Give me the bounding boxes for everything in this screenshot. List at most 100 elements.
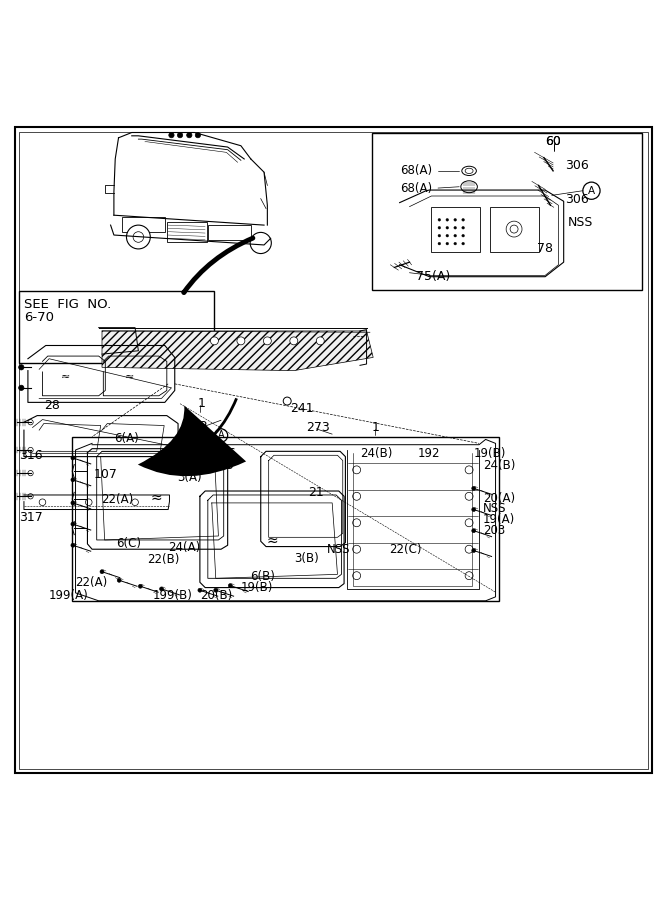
Circle shape: [85, 499, 92, 506]
Circle shape: [28, 471, 33, 476]
Circle shape: [71, 501, 75, 505]
Circle shape: [316, 337, 324, 345]
Circle shape: [465, 466, 473, 473]
FancyArrowPatch shape: [184, 238, 253, 292]
Text: 273: 273: [305, 421, 329, 434]
Text: 1: 1: [197, 397, 205, 410]
Circle shape: [353, 492, 361, 500]
Text: 306: 306: [565, 194, 589, 206]
Circle shape: [353, 466, 361, 473]
Circle shape: [472, 508, 476, 511]
Circle shape: [19, 385, 24, 391]
Circle shape: [127, 225, 150, 249]
Circle shape: [71, 544, 75, 547]
Bar: [490, 207, 538, 252]
Text: 203: 203: [483, 524, 505, 536]
Text: 6(C): 6(C): [117, 537, 141, 551]
Circle shape: [438, 227, 441, 230]
Text: 107: 107: [94, 468, 118, 481]
Text: 6-70: 6-70: [24, 311, 54, 324]
Circle shape: [438, 219, 441, 221]
Circle shape: [214, 428, 227, 442]
Circle shape: [71, 478, 75, 482]
Text: ≈: ≈: [61, 373, 70, 382]
Circle shape: [446, 242, 449, 245]
Circle shape: [159, 587, 163, 591]
FancyArrowPatch shape: [138, 398, 246, 476]
Circle shape: [462, 219, 464, 221]
Circle shape: [100, 570, 104, 573]
Bar: [372, 132, 642, 290]
Circle shape: [506, 221, 522, 237]
Circle shape: [169, 132, 174, 138]
Circle shape: [446, 227, 449, 230]
Text: 60: 60: [545, 135, 561, 148]
Circle shape: [465, 518, 473, 526]
Circle shape: [133, 231, 143, 242]
Circle shape: [454, 234, 456, 237]
Text: 6(B): 6(B): [250, 571, 275, 583]
Bar: [19, 292, 214, 363]
Text: ≈: ≈: [267, 535, 278, 548]
Text: 306: 306: [565, 159, 589, 172]
Circle shape: [228, 583, 232, 588]
Text: 316: 316: [19, 449, 43, 462]
Text: 3(A): 3(A): [177, 472, 202, 484]
Circle shape: [446, 234, 449, 237]
Bar: [72, 436, 499, 601]
Text: NSS: NSS: [327, 543, 350, 555]
Text: 78: 78: [537, 242, 553, 256]
Text: 22(A): 22(A): [75, 576, 108, 589]
Circle shape: [454, 227, 456, 230]
Circle shape: [138, 584, 142, 589]
Text: 22(B): 22(B): [147, 554, 179, 566]
Text: 19(A): 19(A): [483, 513, 515, 526]
Text: SEE  FIG  NO.: SEE FIG NO.: [24, 298, 111, 311]
Text: 21: 21: [308, 486, 324, 499]
Circle shape: [237, 337, 245, 345]
Ellipse shape: [461, 181, 478, 193]
Bar: [432, 207, 480, 252]
Circle shape: [28, 447, 33, 453]
Circle shape: [290, 337, 297, 345]
Text: 22(C): 22(C): [389, 543, 422, 555]
Circle shape: [39, 499, 46, 506]
Circle shape: [454, 242, 456, 245]
Text: 28: 28: [44, 400, 59, 412]
Polygon shape: [102, 331, 374, 371]
Text: 192: 192: [418, 447, 441, 461]
Circle shape: [214, 589, 217, 592]
Circle shape: [462, 234, 464, 237]
Circle shape: [583, 182, 600, 199]
Circle shape: [177, 132, 183, 138]
Text: 68(A): 68(A): [400, 182, 432, 194]
Text: 22(A): 22(A): [101, 493, 133, 506]
Text: 19(B): 19(B): [474, 447, 506, 461]
Circle shape: [472, 528, 476, 533]
Text: 70: 70: [209, 442, 225, 454]
Bar: [167, 221, 207, 241]
Text: 20(B): 20(B): [200, 589, 232, 602]
Circle shape: [28, 419, 33, 425]
Circle shape: [71, 456, 75, 460]
Text: NSS: NSS: [209, 459, 235, 472]
Circle shape: [510, 225, 518, 233]
Bar: [122, 217, 165, 231]
Circle shape: [19, 364, 24, 370]
Circle shape: [462, 227, 464, 230]
Text: ≈: ≈: [151, 491, 162, 505]
Text: 19(B): 19(B): [241, 581, 273, 594]
Circle shape: [446, 219, 449, 221]
Text: 199(B): 199(B): [152, 589, 192, 602]
Text: 60: 60: [545, 135, 561, 148]
Circle shape: [71, 522, 75, 526]
Text: 75(A): 75(A): [416, 270, 450, 284]
Circle shape: [353, 518, 361, 526]
Circle shape: [211, 337, 218, 345]
Text: 206: 206: [212, 447, 235, 461]
Text: 68(A): 68(A): [400, 165, 432, 177]
Circle shape: [465, 545, 473, 554]
Text: 20(A): 20(A): [483, 491, 515, 505]
Circle shape: [263, 337, 271, 345]
Ellipse shape: [462, 166, 476, 176]
